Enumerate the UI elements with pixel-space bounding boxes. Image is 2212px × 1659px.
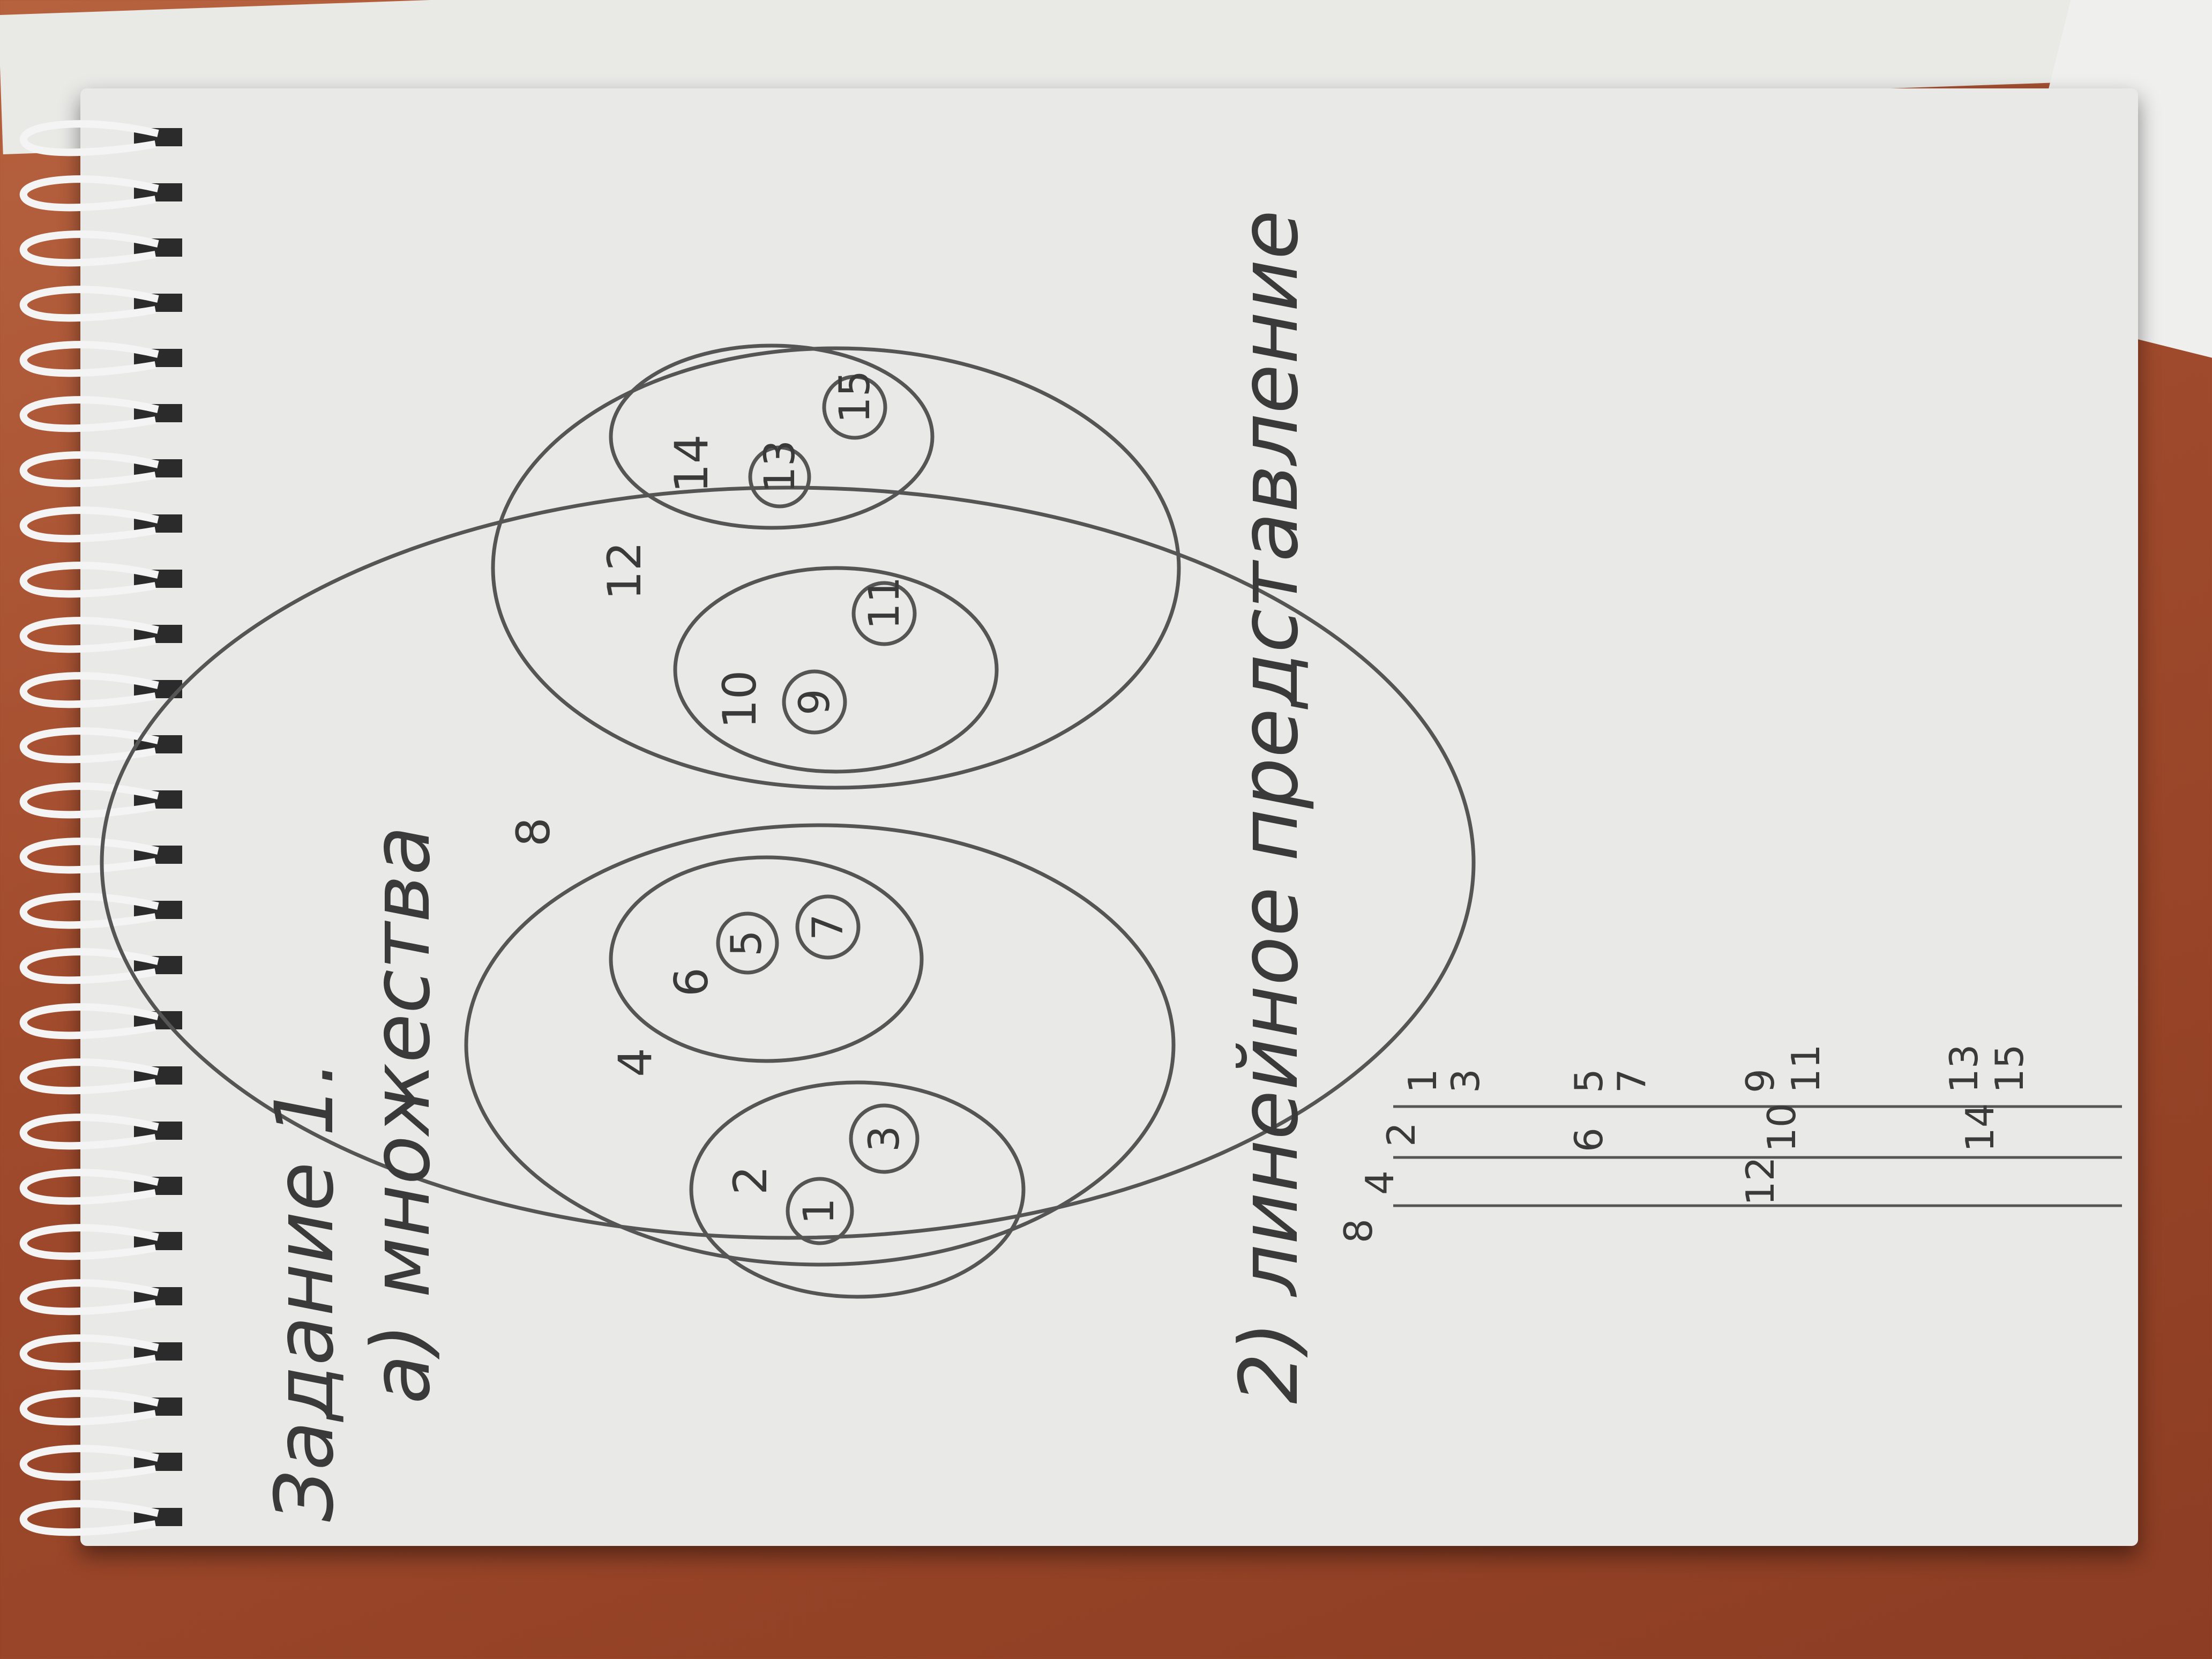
venn-lr-element-1: 7	[804, 914, 853, 940]
spiral-ring	[19, 396, 159, 432]
venn-rr-element-0: 13	[756, 440, 804, 493]
spiral-ring	[19, 1114, 159, 1150]
spiral-ring	[19, 506, 159, 543]
linear-col4-0: 4	[1357, 1170, 1402, 1195]
linear-col4-1: 12	[1738, 1156, 1783, 1206]
task-item-a: а) множества	[355, 826, 448, 1404]
venn-lr-element-0: 5	[723, 930, 771, 956]
spiral-ring	[19, 893, 159, 929]
venn-ll-label: 2	[724, 1165, 778, 1195]
set-outer-ellipse	[100, 485, 1476, 1240]
set-left-ellipse	[464, 823, 1176, 1267]
spiral-ring	[19, 1279, 159, 1316]
linear-col1-2: 5	[1566, 1068, 1611, 1093]
linear-col2-1: 6	[1566, 1127, 1611, 1152]
venn-right-label: 12	[598, 542, 652, 600]
venn-outer-label: 8	[507, 817, 561, 847]
spiral-ring	[19, 727, 159, 764]
set-rr-ellipse	[609, 343, 935, 530]
linear-col1-5: 11	[1783, 1044, 1828, 1093]
venn-ll-element-1: 3	[861, 1125, 909, 1152]
spiral-ring	[19, 1058, 159, 1095]
linear-col2-2: 10	[1759, 1103, 1804, 1152]
venn-rl-element-0: 9	[791, 689, 839, 715]
spiral-ring	[19, 1389, 159, 1426]
venn-rl-label: 10	[713, 670, 767, 729]
spiral-ring	[19, 286, 159, 322]
linear-col2-0: 2	[1379, 1122, 1424, 1147]
spiral-ring	[19, 1445, 159, 1481]
venn-ll-element-0: 1	[795, 1198, 843, 1224]
linear-col1-3: 7	[1609, 1068, 1654, 1093]
set-right-ellipse	[491, 346, 1181, 790]
spiral-ring	[19, 1169, 159, 1205]
linear-col1-4: 9	[1738, 1068, 1783, 1093]
linear-col1-6: 13	[1941, 1044, 1986, 1093]
venn-rr-label: 14	[665, 435, 719, 493]
set-ll-ellipse	[689, 1080, 1026, 1299]
spiral-ring	[19, 948, 159, 984]
spiral-ring	[19, 1224, 159, 1260]
spiral-ring	[19, 562, 159, 598]
notebook-page	[80, 88, 2138, 1546]
spiral-ring	[19, 1500, 159, 1536]
spiral-ring	[19, 1334, 159, 1371]
venn-lr-label: 6	[665, 967, 719, 997]
spiral-ring	[19, 672, 159, 708]
task-title: Задание 1.	[258, 1060, 352, 1522]
linear-col8-0: 8	[1336, 1219, 1381, 1243]
spiral-ring	[19, 341, 159, 377]
set-lr-ellipse	[609, 855, 924, 1063]
spiral-ring	[19, 175, 159, 212]
linear-col1-0: 1	[1400, 1068, 1445, 1093]
spiral-ring	[19, 451, 159, 488]
spiral-ring	[19, 1003, 159, 1040]
set-rl-ellipse	[673, 566, 999, 774]
task-item-b: 2) линейное представление	[1223, 210, 1316, 1404]
spiral-ring	[19, 617, 159, 653]
linear-col1-7: 15	[1987, 1044, 2032, 1093]
linear-col1-1: 3	[1443, 1068, 1488, 1093]
spiral-ring	[19, 782, 159, 819]
spiral-ring	[19, 120, 159, 156]
spiral-ring	[19, 230, 159, 267]
venn-left-label: 4	[609, 1048, 662, 1077]
linear-col2-3: 14	[1957, 1103, 2002, 1152]
venn-rl-element-1: 11	[861, 577, 909, 630]
venn-rr-element-1: 15	[831, 370, 879, 423]
